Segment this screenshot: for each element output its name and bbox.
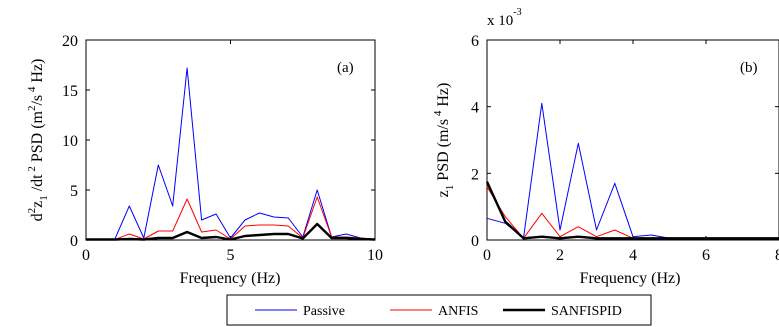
- y-tick-label: 15: [62, 83, 78, 100]
- y-tick-label: 4: [471, 100, 479, 117]
- x-ticks-b: 0 2 4 6 8: [483, 40, 779, 264]
- y-axis-scale-factor-b: x 10-3: [487, 7, 522, 29]
- legend: Passive ANFIS SANFISPID: [226, 294, 652, 326]
- panel-label-a: (a): [337, 60, 354, 76]
- x-tick-label: 10: [367, 247, 383, 264]
- y-tick-label: 20: [62, 33, 78, 50]
- y-tick-label: 6: [471, 33, 479, 50]
- y-ticks-a: 0 5 10 15 20: [62, 33, 375, 250]
- y-tick-label: 0: [70, 233, 78, 250]
- x-tick-label: 0: [483, 247, 491, 264]
- x-tick-label: 8: [775, 247, 779, 264]
- y-axis-label-b: z1 PSD (m/s 4 Hz): [432, 83, 456, 198]
- y-tick-label: 0: [471, 233, 479, 250]
- legend-label-anfis: ANFIS: [438, 304, 478, 319]
- x-tick-label: 5: [227, 247, 235, 264]
- y-tick-label: 5: [70, 183, 78, 200]
- x-axis-label-a: Frequency (Hz): [180, 270, 281, 287]
- x-tick-label: 2: [556, 247, 564, 264]
- x-axis-label-b: Frequency (Hz): [580, 270, 681, 287]
- x-tick-label: 6: [702, 247, 710, 264]
- chart-panel-a: 0 5 10 0 5 10 15 20 (a) Frequency (Hz) d2z1 /d…: [26, 33, 383, 287]
- x-tick-label: 0: [82, 247, 90, 264]
- panel-label-b: (b): [740, 60, 758, 76]
- chart-panel-b: 0 2 4 6 8 0 2 4 6 (b) Frequency (Hz) x 10-3 z1 …: [432, 7, 779, 287]
- y-ticks-b: 0 2 4 6: [471, 33, 779, 250]
- y-tick-label: 2: [471, 166, 479, 183]
- y-tick-label: 10: [62, 133, 78, 150]
- x-ticks-a: 0 5 10: [82, 40, 383, 264]
- x-tick-label: 4: [629, 247, 637, 264]
- y-axis-label-a: d2z1 /dt 2 PSD (m2/s 4 Hz): [26, 59, 50, 222]
- legend-label-sanfispid: SANFISPID: [551, 304, 622, 319]
- plot-area-b: [486, 39, 779, 241]
- plot-area-a: [85, 39, 376, 241]
- legend-box: [226, 294, 652, 326]
- legend-label-passive: Passive: [303, 304, 345, 319]
